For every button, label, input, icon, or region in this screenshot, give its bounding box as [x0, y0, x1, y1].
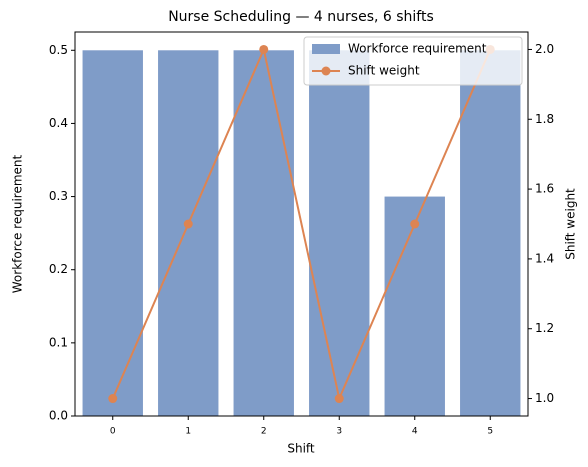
legend-swatch [312, 44, 340, 54]
x-tick-label: 5 [487, 427, 493, 437]
line-marker [108, 394, 118, 404]
line [111, 46, 492, 402]
bar [158, 50, 219, 417]
y-tick-label: 0.0 [49, 409, 68, 423]
y2-tick-label: 1.4 [535, 251, 554, 265]
bar [82, 50, 143, 417]
legend-label: Shift weight [348, 64, 420, 78]
line-marker [410, 219, 420, 229]
x-axis-label: Shift [287, 442, 315, 456]
x-tick-label: 1 [185, 427, 191, 437]
y-tick-label: 0.3 [49, 189, 68, 203]
y2-tick-label: 1.8 [535, 112, 554, 126]
y2-tick-label: 1.2 [535, 321, 554, 335]
y-tick-label: 0.1 [49, 335, 68, 349]
y2-axis-label: Shift weight [564, 188, 578, 260]
legend: Workforce requirement Shift weight [303, 36, 523, 86]
y2-tick-label: 1.6 [535, 182, 554, 196]
x-tick-label: 4 [412, 427, 418, 437]
x-tick-label: 2 [261, 427, 267, 437]
x-tick-label: 0 [110, 427, 116, 437]
line-marker [183, 219, 193, 229]
y-tick-label: 0.4 [49, 116, 68, 130]
line-marker [259, 44, 269, 54]
line-marker [334, 394, 344, 404]
legend-box [303, 36, 523, 86]
plot-frame [74, 31, 529, 417]
bar [309, 50, 370, 417]
legend-label: Workforce requirement [348, 42, 487, 56]
y-tick-label: 0.2 [49, 262, 68, 276]
bar [384, 196, 445, 416]
y-axis-label: Workforce requirement [11, 154, 25, 293]
y2-tick-label: 1.0 [535, 391, 554, 405]
bar [460, 50, 521, 417]
legend-marker [321, 66, 331, 76]
chart-title: Nurse Scheduling — 4 nurses, 6 shifts [168, 9, 434, 25]
x-tick-label: 3 [336, 427, 342, 437]
y2-tick-label: 2.0 [535, 42, 554, 56]
y-tick-label: 0.5 [49, 43, 68, 57]
bar [233, 50, 294, 417]
